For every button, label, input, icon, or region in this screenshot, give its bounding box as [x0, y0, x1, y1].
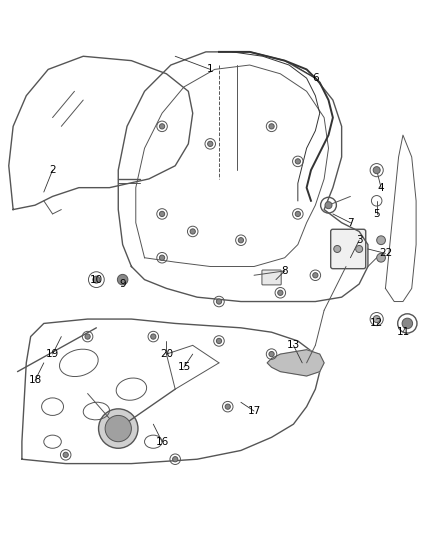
- Text: 12: 12: [370, 318, 383, 328]
- Circle shape: [173, 457, 178, 462]
- Circle shape: [373, 167, 380, 174]
- Circle shape: [190, 229, 195, 234]
- Text: 17: 17: [247, 406, 261, 416]
- Text: 2: 2: [49, 165, 56, 175]
- Text: 1: 1: [207, 64, 214, 75]
- Circle shape: [159, 211, 165, 216]
- Circle shape: [225, 404, 230, 409]
- Text: 16: 16: [155, 437, 169, 447]
- Circle shape: [93, 276, 100, 283]
- Text: 7: 7: [347, 217, 354, 228]
- Circle shape: [325, 201, 332, 209]
- Circle shape: [159, 255, 165, 260]
- Circle shape: [216, 338, 222, 344]
- Text: 22: 22: [379, 248, 392, 259]
- Circle shape: [278, 290, 283, 295]
- Circle shape: [216, 299, 222, 304]
- Text: 19: 19: [46, 349, 59, 359]
- Circle shape: [63, 452, 68, 457]
- Circle shape: [269, 124, 274, 129]
- Circle shape: [373, 316, 380, 322]
- Circle shape: [269, 351, 274, 357]
- Text: 5: 5: [373, 209, 380, 219]
- Circle shape: [377, 253, 385, 262]
- Text: 15: 15: [177, 362, 191, 372]
- Text: 3: 3: [356, 235, 363, 245]
- Circle shape: [85, 334, 90, 339]
- Circle shape: [159, 124, 165, 129]
- Circle shape: [313, 273, 318, 278]
- FancyBboxPatch shape: [331, 229, 366, 269]
- Circle shape: [377, 236, 385, 245]
- Circle shape: [238, 238, 244, 243]
- Text: 9: 9: [119, 279, 126, 289]
- Circle shape: [402, 318, 413, 329]
- Circle shape: [99, 409, 138, 448]
- Circle shape: [334, 246, 341, 253]
- Circle shape: [295, 159, 300, 164]
- Circle shape: [151, 334, 156, 339]
- Circle shape: [105, 415, 131, 442]
- Text: 8: 8: [281, 266, 288, 276]
- Text: 20: 20: [160, 349, 173, 359]
- Text: 13: 13: [287, 341, 300, 350]
- Text: 4: 4: [378, 183, 385, 192]
- Text: 10: 10: [90, 274, 103, 285]
- Text: 6: 6: [312, 73, 319, 83]
- Text: 18: 18: [28, 375, 42, 385]
- Circle shape: [208, 141, 213, 147]
- Circle shape: [117, 274, 128, 285]
- Text: 11: 11: [396, 327, 410, 337]
- Circle shape: [356, 246, 363, 253]
- Circle shape: [295, 211, 300, 216]
- FancyBboxPatch shape: [262, 270, 281, 285]
- Polygon shape: [267, 350, 324, 376]
